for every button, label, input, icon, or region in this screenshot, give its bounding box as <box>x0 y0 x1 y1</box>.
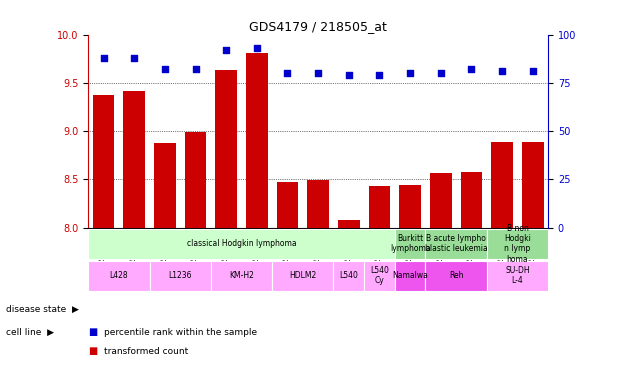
Point <box>221 47 231 53</box>
Text: Namalwa: Namalwa <box>392 271 428 280</box>
Bar <box>93 95 114 227</box>
Text: L540: L540 <box>340 271 358 280</box>
Bar <box>338 220 360 227</box>
Point <box>374 72 384 78</box>
Bar <box>211 261 272 291</box>
Bar <box>369 186 390 227</box>
Bar <box>522 142 544 227</box>
Bar <box>272 261 333 291</box>
Bar <box>277 182 298 227</box>
Bar <box>425 229 487 259</box>
Point <box>282 70 292 76</box>
Text: classical Hodgkin lymphoma: classical Hodgkin lymphoma <box>186 239 296 248</box>
Bar <box>395 261 425 291</box>
Bar <box>461 172 482 227</box>
Bar <box>149 261 211 291</box>
Text: L1236: L1236 <box>168 271 192 280</box>
Point <box>344 72 354 78</box>
Point <box>129 55 139 61</box>
Point <box>160 66 170 72</box>
Bar <box>215 70 237 227</box>
Point <box>497 68 507 74</box>
Text: SU-DH
L-4: SU-DH L-4 <box>505 266 530 285</box>
Point <box>313 70 323 76</box>
Text: ■: ■ <box>88 327 98 337</box>
Text: disease state  ▶: disease state ▶ <box>6 305 79 314</box>
Bar <box>430 174 452 227</box>
Text: percentile rank within the sample: percentile rank within the sample <box>104 328 257 337</box>
Point <box>98 55 108 61</box>
Text: transformed count: transformed count <box>104 347 188 356</box>
Bar <box>395 229 425 259</box>
Text: B non
Hodgki
n lymp
homa: B non Hodgki n lymp homa <box>504 223 531 264</box>
Bar <box>491 142 513 227</box>
Text: ■: ■ <box>88 346 98 356</box>
Bar <box>246 53 268 227</box>
Text: cell line  ▶: cell line ▶ <box>6 328 54 337</box>
Bar <box>364 261 395 291</box>
Point <box>436 70 446 76</box>
Title: GDS4179 / 218505_at: GDS4179 / 218505_at <box>249 20 387 33</box>
Point <box>528 68 538 74</box>
Bar <box>487 229 548 259</box>
Bar <box>399 185 421 227</box>
Point <box>466 66 476 72</box>
Bar <box>88 261 149 291</box>
Bar <box>185 132 206 227</box>
Text: L428: L428 <box>110 271 128 280</box>
Bar <box>307 180 329 227</box>
Point <box>252 45 262 51</box>
Text: Reh: Reh <box>449 271 464 280</box>
Bar <box>333 261 364 291</box>
Bar <box>487 261 548 291</box>
Bar <box>154 142 176 227</box>
Text: HDLM2: HDLM2 <box>289 271 316 280</box>
Text: L540
Cy: L540 Cy <box>370 266 389 285</box>
Bar <box>425 261 487 291</box>
Text: B acute lympho
blastic leukemia: B acute lympho blastic leukemia <box>425 234 488 253</box>
Bar <box>123 91 145 227</box>
Bar <box>88 229 395 259</box>
Point <box>405 70 415 76</box>
Text: KM-H2: KM-H2 <box>229 271 254 280</box>
Text: Burkitt
lymphoma: Burkitt lymphoma <box>390 234 430 253</box>
Point <box>190 66 200 72</box>
